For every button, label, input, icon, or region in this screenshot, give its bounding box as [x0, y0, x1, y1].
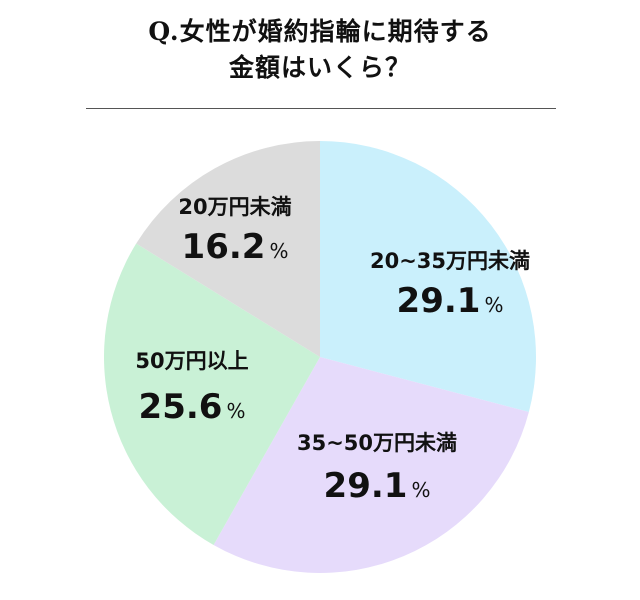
slice-value-unit: %: [484, 293, 503, 317]
slice-label: 20万円未満: [178, 195, 291, 219]
slice-value: 29.1: [324, 466, 408, 506]
slice-value: 29.1: [397, 281, 481, 321]
slice-value-label: 29.1%: [324, 466, 431, 506]
slice-value-label: 25.6%: [139, 387, 246, 427]
slice-value-label: 16.2%: [182, 227, 289, 267]
slice-value: 16.2: [182, 227, 266, 267]
pie-slice: [104, 243, 321, 545]
slice-value-unit: %: [269, 239, 288, 263]
slice-value: 25.6: [139, 387, 223, 427]
chart-title-line-1: Q.女性が婚約指輪に期待する: [148, 17, 492, 46]
slice-label: 50万円以上: [135, 349, 248, 373]
slice-value-unit: %: [226, 399, 245, 423]
pie-slice: [320, 141, 536, 413]
pie-slice: [136, 141, 320, 357]
slice-label: 20~35万円未満: [370, 249, 530, 273]
slice-value-unit: %: [411, 478, 430, 502]
chart-title: Q.女性が婚約指輪に期待する 金額はいくら？: [0, 14, 640, 86]
chart-title-line-2: 金額はいくら？: [228, 53, 411, 82]
slice-value-label: 29.1%: [397, 281, 504, 321]
slice-label: 35~50万円未満: [297, 431, 457, 455]
pie-slice: [213, 357, 529, 573]
title-divider: [86, 108, 556, 109]
